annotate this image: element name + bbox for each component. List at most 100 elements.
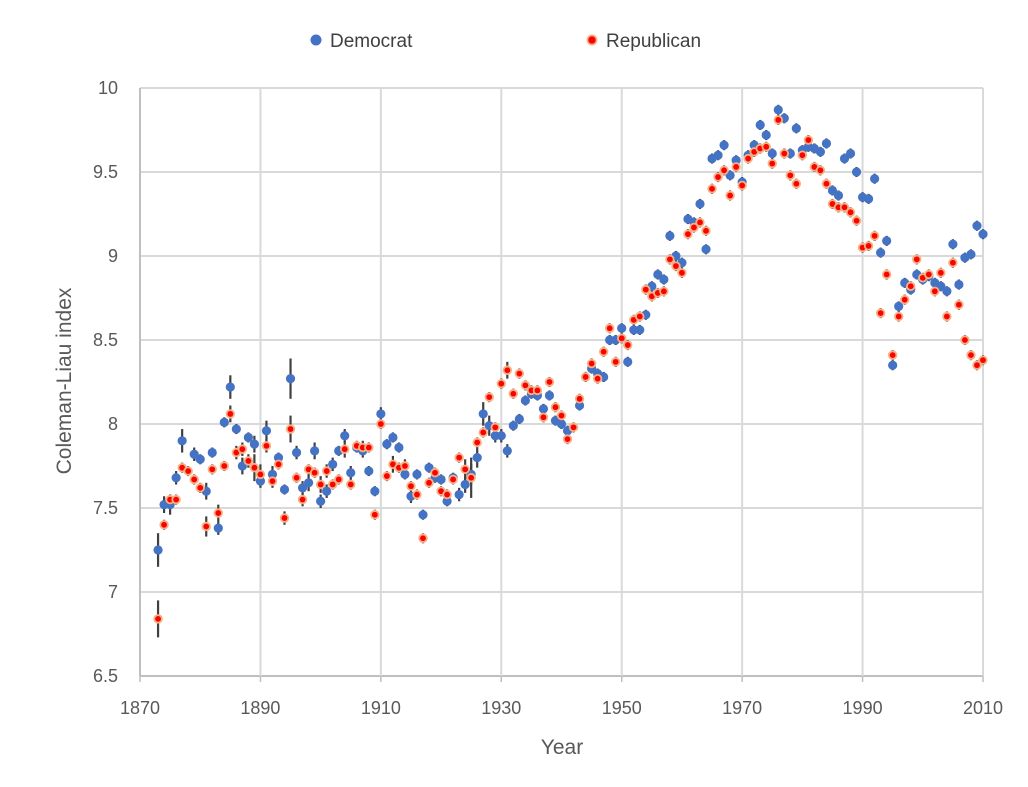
republican-point [725, 190, 735, 201]
republican-point [791, 179, 802, 189]
republican-point [195, 483, 205, 493]
y-tick-label: 7 [108, 582, 118, 602]
democrat-point [231, 424, 241, 434]
republican-point [580, 372, 591, 382]
republican-point [623, 340, 633, 350]
republican-point [574, 394, 585, 404]
democrat-point [478, 409, 488, 419]
y-axis-ticks: 6.5 7 7.5 8 8.5 9 9.5 10 [93, 78, 118, 686]
republican-point [731, 162, 741, 172]
republican-point [243, 456, 254, 466]
democrat-point [442, 496, 452, 506]
x-tick-label: 1950 [602, 698, 642, 718]
democrat-point [701, 244, 711, 254]
republican-point [538, 412, 549, 422]
x-tick-label: 2010 [963, 698, 1003, 718]
legend: Democrat Republican [310, 31, 701, 52]
republican-point [845, 207, 856, 218]
republican-point [797, 150, 808, 160]
democrat-point [261, 426, 272, 436]
republican-point [219, 461, 229, 471]
democrat-point [382, 439, 392, 449]
republican-point [604, 323, 615, 333]
republican-point [743, 153, 753, 164]
y-tick-label: 8.5 [93, 330, 118, 350]
democrat-point [827, 185, 838, 196]
x-tick-label: 1990 [843, 698, 883, 718]
republican-point [761, 142, 771, 152]
democrat-point [291, 447, 302, 458]
republican-point [315, 479, 326, 490]
democrat-point [388, 432, 398, 443]
democrat-point [502, 446, 512, 456]
republican-point [948, 258, 958, 268]
democrat-point [304, 478, 314, 488]
democrat-point [195, 454, 205, 464]
data-markers [153, 105, 988, 624]
x-tick-label: 1970 [722, 698, 762, 718]
republican-point [261, 441, 272, 451]
democrat-point [243, 432, 253, 443]
republican-point [942, 311, 952, 322]
democrat-point [418, 510, 428, 520]
republican-point [213, 508, 223, 518]
democrat-point [514, 414, 524, 424]
democrat-point [948, 239, 958, 249]
republican-point [635, 311, 645, 322]
legend-republican-label: Republican [606, 31, 701, 52]
democrat-point [851, 167, 862, 177]
republican-point [960, 335, 970, 345]
democrat-point [659, 274, 669, 285]
democrat-point [340, 431, 350, 441]
democrat-point [207, 447, 217, 458]
republican-point [171, 494, 181, 505]
republican-point [532, 385, 543, 396]
democrat-point [538, 404, 549, 414]
republican-point [364, 442, 374, 453]
republican-point [484, 392, 494, 402]
error-bars [156, 104, 985, 638]
republican-point [562, 434, 573, 444]
democrat-point [273, 453, 284, 463]
democrat-point [870, 174, 880, 184]
republican-point [412, 489, 422, 500]
republican-point [665, 254, 675, 265]
democrat-point [863, 194, 874, 204]
democrat-point [773, 105, 783, 115]
republican-point [936, 268, 946, 278]
republican-point [773, 115, 783, 125]
republican-point [972, 360, 982, 370]
republican-point [767, 158, 777, 169]
republican-point [442, 489, 452, 500]
republican-point [617, 333, 627, 344]
republican-point [430, 468, 440, 478]
democrat-point [574, 400, 585, 411]
democrat-point [394, 442, 404, 453]
republican-point [671, 261, 681, 271]
democrat-point [719, 140, 729, 150]
republican-point [309, 468, 320, 478]
republican-point [707, 184, 717, 194]
republican-point [815, 165, 826, 176]
democrat-point [761, 130, 771, 140]
democrat-point [556, 419, 567, 429]
republican-point [906, 281, 916, 291]
republican-point [225, 409, 236, 419]
x-tick-label: 1870 [120, 698, 160, 718]
republican-point [424, 478, 434, 488]
republican-point [490, 422, 500, 433]
republican-point [472, 437, 482, 448]
democrat-point [460, 479, 470, 490]
republican-point [255, 469, 266, 480]
democrat-point [322, 486, 332, 496]
republican-point [881, 269, 892, 280]
democrat-point [544, 390, 555, 401]
democrat-point [472, 453, 482, 463]
republican-point [478, 427, 488, 438]
democrat-point [370, 486, 380, 496]
y-tick-label: 6.5 [93, 666, 118, 686]
democrat-point [279, 484, 290, 495]
democrat-point [171, 473, 181, 483]
republican-point [737, 180, 747, 191]
